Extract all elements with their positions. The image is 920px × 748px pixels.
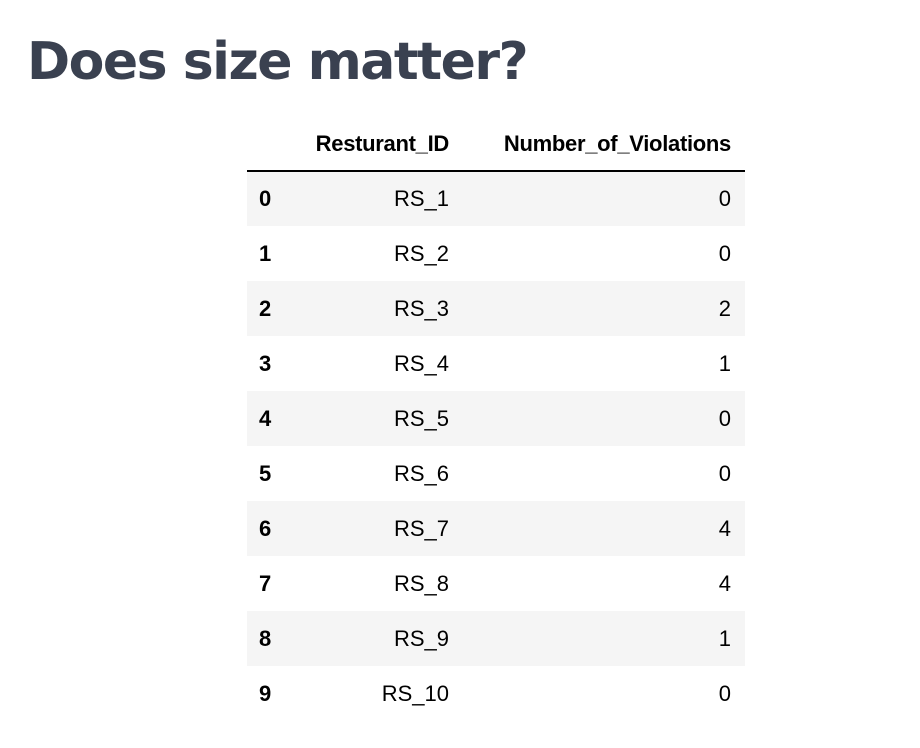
- row-index: 1: [259, 240, 272, 266]
- cell-number-of-violations: 0: [718, 240, 731, 266]
- page-title: Does size matter?: [27, 32, 529, 92]
- cell-number-of-violations: 4: [718, 515, 731, 541]
- table-row: 5 RS_6 0: [247, 446, 745, 501]
- row-index: 2: [259, 295, 272, 321]
- table-row: 7 RS_8 4: [247, 556, 745, 611]
- table-row: 4 RS_5 0: [247, 391, 745, 446]
- row-index: 3: [259, 350, 272, 376]
- cell-number-of-violations: 0: [718, 680, 731, 706]
- cell-resturant-id: RS_4: [393, 350, 449, 376]
- row-index: 8: [259, 625, 272, 651]
- cell-resturant-id: RS_7: [393, 515, 449, 541]
- cell-number-of-violations: 0: [718, 405, 731, 431]
- cell-number-of-violations: 1: [718, 350, 731, 376]
- cell-resturant-id: RS_5: [393, 405, 449, 431]
- cell-number-of-violations: 0: [718, 186, 731, 211]
- table-row: 9 RS_10 0: [247, 666, 745, 721]
- column-header-resturant-id: Resturant_ID: [297, 118, 463, 172]
- row-index: 9: [259, 680, 272, 706]
- cell-resturant-id: RS_10: [381, 680, 449, 706]
- cell-number-of-violations: 2: [718, 295, 731, 321]
- cell-resturant-id: RS_9: [393, 625, 449, 651]
- table-row: 3 RS_4 1: [247, 336, 745, 391]
- cell-number-of-violations: 1: [718, 625, 731, 651]
- row-index: 4: [259, 405, 272, 431]
- cell-resturant-id: RS_6: [393, 460, 449, 486]
- table-header: Resturant_ID Number_of_Violations: [247, 118, 745, 172]
- table-row: 6 RS_7 4: [247, 501, 745, 556]
- table-row: 1 RS_2 0: [247, 226, 745, 281]
- cell-resturant-id: RS_3: [393, 295, 449, 321]
- row-index: 6: [259, 515, 272, 541]
- row-index: 0: [259, 186, 272, 211]
- cell-resturant-id: RS_2: [393, 240, 449, 266]
- cell-resturant-id: RS_1: [393, 186, 449, 211]
- table-row: 8 RS_9 1: [247, 611, 745, 666]
- column-header-number-of-violations: Number_of_Violations: [463, 118, 745, 172]
- cell-number-of-violations: 4: [718, 570, 731, 596]
- table-row: 2 RS_3 2: [247, 281, 745, 336]
- index-column-header: [247, 118, 297, 172]
- cell-resturant-id: RS_8: [393, 570, 449, 596]
- dataframe-table: Resturant_ID Number_of_Violations 0 RS_1…: [247, 118, 745, 721]
- row-index: 5: [259, 460, 272, 486]
- table-body: 0 RS_1 0 1 RS_2 0 2 RS_3 2 3 RS_4 1 4 RS…: [247, 171, 745, 721]
- header-row: Resturant_ID Number_of_Violations: [247, 118, 745, 172]
- table-row: 0 RS_1 0: [247, 171, 745, 226]
- cell-number-of-violations: 0: [718, 460, 731, 486]
- row-index: 7: [259, 570, 272, 596]
